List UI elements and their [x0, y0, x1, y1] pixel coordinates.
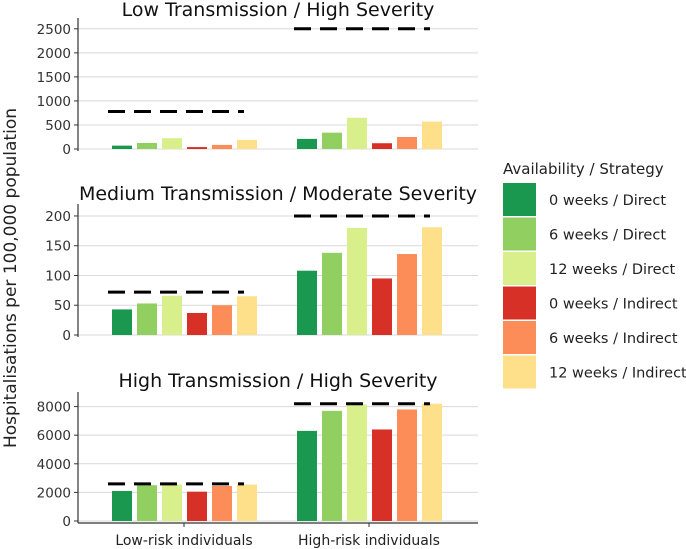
bar-0-weeks-indirect-low: [187, 491, 207, 521]
legend-swatch: [503, 321, 536, 354]
panel-1: Low Transmission / High Severity 0 500 1000…: [37, 0, 478, 158]
bar-6-weeks-direct-high: [322, 132, 342, 149]
y-tick-label: 0: [62, 328, 71, 344]
bar-0-weeks-direct-high: [297, 270, 317, 335]
bar-12-weeks-indirect-high: [422, 121, 442, 149]
y-tick-label: 100: [45, 268, 71, 284]
bar-12-weeks-indirect-low: [237, 296, 257, 335]
y-tick-label: 6000: [37, 428, 71, 444]
legend-label: 12 weeks / Direct: [549, 262, 676, 278]
x-category-labels: Low-risk individuals High-risk individual…: [115, 523, 440, 549]
panel-2: Medium Transmission / Moderate Severity 0…: [45, 183, 478, 344]
bar-12-weeks-indirect-low: [237, 139, 257, 149]
y-tick-label: 0: [62, 514, 71, 530]
bar-6-weeks-direct-low: [137, 485, 157, 521]
legend-title: Availability / Strategy: [503, 160, 664, 178]
y-tick-label: 0: [62, 142, 71, 158]
y-tick-label: 1000: [37, 94, 71, 110]
bar-12-weeks-indirect-low: [237, 484, 257, 521]
bar-12-weeks-direct-low: [162, 295, 182, 335]
bar-0-weeks-indirect-high: [372, 278, 392, 335]
y-tick-label: 2500: [37, 22, 71, 38]
bar-6-weeks-indirect-high: [397, 136, 417, 149]
bar-0-weeks-indirect-high: [372, 429, 392, 521]
legend-label: 12 weeks / Indirect: [549, 366, 686, 382]
legend-label: 0 weeks / Direct: [549, 193, 666, 209]
y-tick-label: 200: [45, 209, 71, 225]
bar-6-weeks-indirect-low: [212, 305, 232, 335]
bar-12-weeks-direct-low: [162, 138, 182, 149]
bar-0-weeks-indirect-low: [187, 312, 207, 335]
legend-label: 6 weeks / Direct: [549, 228, 666, 244]
panel-3: High Transmission / High Severity 0 2000 40…: [37, 370, 478, 530]
bar-6-weeks-direct-low: [137, 142, 157, 149]
legend-label: 6 weeks / Indirect: [549, 331, 678, 347]
bar-6-weeks-indirect-low: [212, 485, 232, 521]
legend-swatch: [503, 183, 536, 216]
bar-6-weeks-direct-high: [322, 410, 342, 521]
legend-swatch: [503, 252, 536, 285]
bar-6-weeks-direct-high: [322, 252, 342, 335]
y-tick-label: 150: [45, 239, 71, 255]
bar-12-weeks-direct-high: [347, 227, 367, 335]
y-tick-label: 50: [54, 298, 71, 314]
y-tick-label: 4000: [37, 457, 71, 473]
y-tick-label: 500: [45, 118, 71, 134]
bar-6-weeks-indirect-low: [212, 144, 232, 149]
bar-0-weeks-indirect-low: [187, 147, 207, 149]
bar-0-weeks-direct-low: [112, 309, 132, 335]
y-tick-label: 8000: [37, 400, 71, 416]
chart-panels: Low Transmission / High Severity05001000…: [37, 0, 478, 530]
y-tick-label: 2000: [37, 485, 71, 501]
panel-title: Low Transmission / High Severity: [122, 0, 435, 21]
legend-swatch: [503, 217, 536, 251]
bar-0-weeks-indirect-high: [372, 143, 392, 149]
bar-6-weeks-indirect-high: [397, 409, 417, 521]
y-tick-label: 2000: [37, 46, 71, 62]
bar-6-weeks-indirect-high: [397, 254, 417, 335]
legend-label: 0 weeks / Indirect: [549, 297, 678, 313]
bar-0-weeks-direct-low: [112, 490, 132, 521]
x-category-label: High-risk individuals: [298, 533, 440, 549]
panel-title: Medium Transmission / Moderate Severity: [79, 183, 477, 205]
legend: Availability / Strategy 0 weeks / Direct 6…: [503, 160, 686, 389]
bar-0-weeks-direct-low: [112, 145, 132, 149]
bar-12-weeks-indirect-high: [422, 227, 442, 335]
y-axis-label: Hospitalisations per 100,000 population: [1, 108, 21, 448]
bar-0-weeks-direct-high: [297, 430, 317, 521]
bar-0-weeks-direct-high: [297, 138, 317, 149]
y-tick-label: 1500: [37, 70, 71, 86]
legend-swatch: [503, 355, 536, 389]
bar-12-weeks-indirect-high: [422, 403, 442, 521]
bar-12-weeks-direct-low: [162, 484, 182, 521]
x-category-label: Low-risk individuals: [115, 533, 252, 549]
bar-6-weeks-direct-low: [137, 303, 157, 335]
panel-title: High Transmission / High Severity: [118, 370, 437, 392]
bar-12-weeks-direct-high: [347, 117, 367, 149]
bar-12-weeks-direct-high: [347, 404, 367, 521]
legend-swatch: [503, 286, 536, 320]
